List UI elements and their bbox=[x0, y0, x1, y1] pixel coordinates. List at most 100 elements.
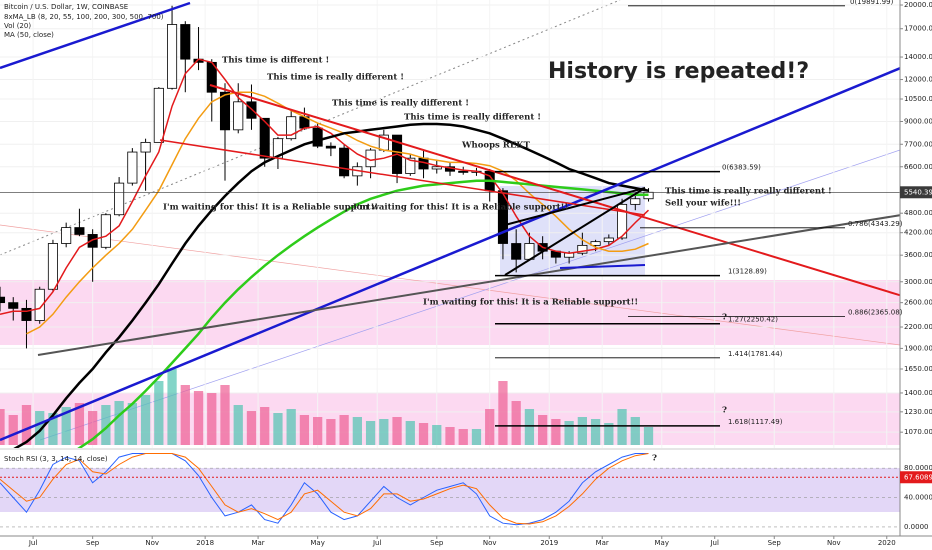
volume-bar bbox=[498, 381, 508, 445]
volume-bar bbox=[551, 419, 561, 445]
y-tick-label: 14000.00 bbox=[904, 53, 932, 61]
volume-bar bbox=[405, 421, 415, 445]
volume-bar bbox=[471, 429, 482, 445]
annotation: This time is really different ! bbox=[267, 73, 404, 83]
volume-bar bbox=[313, 417, 323, 445]
indicator-label: 8xMA_LB (8, 20, 55, 100, 200, 300, 500, … bbox=[4, 13, 164, 21]
candle-body bbox=[180, 24, 191, 60]
trend-line bbox=[0, 66, 900, 442]
volume-bar bbox=[114, 401, 124, 445]
candle-body bbox=[8, 302, 19, 309]
x-tick-label: Nov bbox=[483, 539, 497, 547]
annotation: This time is really different ! bbox=[332, 99, 469, 109]
annotation: I'm waiting for this! It is a Reliable s… bbox=[353, 203, 568, 213]
volume-bar bbox=[326, 419, 336, 445]
fib-label: 0(19891.99) bbox=[850, 0, 894, 6]
y-tick-label: 12000.00 bbox=[904, 76, 932, 84]
trend-line bbox=[504, 187, 646, 226]
candle-body bbox=[339, 147, 350, 177]
fib-label: 1.414(1781.44) bbox=[728, 350, 783, 358]
y-tick-label: 9000.00 bbox=[904, 118, 932, 126]
fib-label: 1(3128.89) bbox=[728, 268, 767, 276]
annotation: This time is different ! bbox=[222, 56, 329, 66]
y-tick-label: 0.0000 bbox=[904, 523, 929, 531]
stoch-k-line bbox=[0, 453, 649, 526]
volume-bar bbox=[167, 369, 177, 445]
y-tick-label: 1400.00 bbox=[904, 389, 932, 397]
trend-line bbox=[0, 224, 900, 346]
x-tick-label: Mar bbox=[251, 539, 264, 547]
volume-bar bbox=[564, 421, 574, 445]
volume-bar bbox=[88, 411, 98, 445]
volume-bar bbox=[577, 417, 587, 445]
candle-body bbox=[219, 91, 231, 131]
y-tick-label: 80.0000 bbox=[904, 464, 932, 472]
volume-bar bbox=[154, 381, 164, 445]
plot-layer bbox=[0, 5, 900, 448]
volume-bar bbox=[458, 429, 468, 445]
annotation: I'm waiting for this! It is a Reliable s… bbox=[163, 203, 378, 213]
y-tick-label: 7700.00 bbox=[904, 140, 932, 148]
volume-bar bbox=[604, 423, 614, 445]
y-tick-label: 1900.00 bbox=[904, 344, 932, 352]
moving-average bbox=[26, 91, 649, 335]
chart-title: Bitcoin / U.S. Dollar, 1W, COINBASE bbox=[4, 3, 128, 11]
y-tick-label: 2600.00 bbox=[904, 299, 932, 307]
volume-bar bbox=[524, 409, 535, 445]
x-tick-label: May bbox=[310, 539, 324, 547]
trend-line bbox=[0, 1, 191, 70]
volume-bar bbox=[220, 385, 230, 445]
y-tick-label: 10500.00 bbox=[904, 95, 932, 103]
candle-body bbox=[167, 24, 178, 89]
volume-bar bbox=[365, 421, 376, 445]
y-tick-label: 1650.00 bbox=[904, 365, 932, 373]
volume-bar bbox=[140, 395, 151, 445]
volume-bar bbox=[0, 409, 5, 445]
volume-bar bbox=[590, 419, 601, 445]
candle-body bbox=[21, 307, 32, 321]
y-tick-label: 3600.00 bbox=[904, 251, 932, 259]
x-tick-label: Nov bbox=[145, 539, 159, 547]
volume-bar bbox=[180, 385, 190, 445]
annotation: This time is really really different ! bbox=[665, 187, 832, 197]
moving-average bbox=[13, 122, 649, 448]
volume-bar bbox=[127, 403, 137, 445]
volume-bar bbox=[617, 409, 627, 445]
annotation: Whoops REKT bbox=[461, 141, 531, 151]
x-tick-label: Nov bbox=[827, 539, 841, 547]
volume-bar bbox=[35, 411, 45, 445]
candle-body bbox=[87, 234, 98, 248]
candle-body bbox=[590, 241, 601, 246]
volume-bar bbox=[432, 425, 442, 445]
fib-label: 0.786(4343.29) bbox=[848, 220, 903, 228]
stoch-d-line bbox=[0, 453, 649, 525]
x-tick-label: 2020 bbox=[878, 539, 896, 547]
volume-bar bbox=[260, 407, 270, 445]
fib-label: 1.27(2250.42) bbox=[728, 316, 778, 324]
x-tick-label: 2019 bbox=[540, 539, 558, 547]
drawing-layer bbox=[0, 1, 900, 442]
volume-bar bbox=[246, 411, 257, 445]
x-tick-label: Jul bbox=[709, 539, 719, 547]
stoch-plot bbox=[0, 453, 900, 528]
candle-body bbox=[114, 182, 125, 216]
volume-bar bbox=[418, 423, 429, 445]
candle-body bbox=[0, 296, 6, 304]
indicator-label: Vol (20) bbox=[4, 22, 31, 30]
y-tick-label: 40.0000 bbox=[904, 494, 932, 502]
trend-line bbox=[159, 139, 646, 216]
candle-body bbox=[312, 127, 323, 147]
candle-body bbox=[233, 101, 244, 131]
volume-bar bbox=[8, 415, 18, 445]
fib-label: 1.618(1117.49) bbox=[728, 418, 783, 426]
current-label: 67.6089 bbox=[904, 473, 932, 481]
volume-bar bbox=[21, 405, 32, 445]
candle-body bbox=[127, 151, 138, 184]
x-tick-label: 2018 bbox=[196, 539, 214, 547]
annotation: Sell your wife!!! bbox=[665, 199, 741, 209]
volume-bar bbox=[273, 413, 283, 445]
volume-bar bbox=[485, 409, 495, 445]
trend-line bbox=[504, 187, 646, 276]
candle-body bbox=[61, 227, 72, 244]
